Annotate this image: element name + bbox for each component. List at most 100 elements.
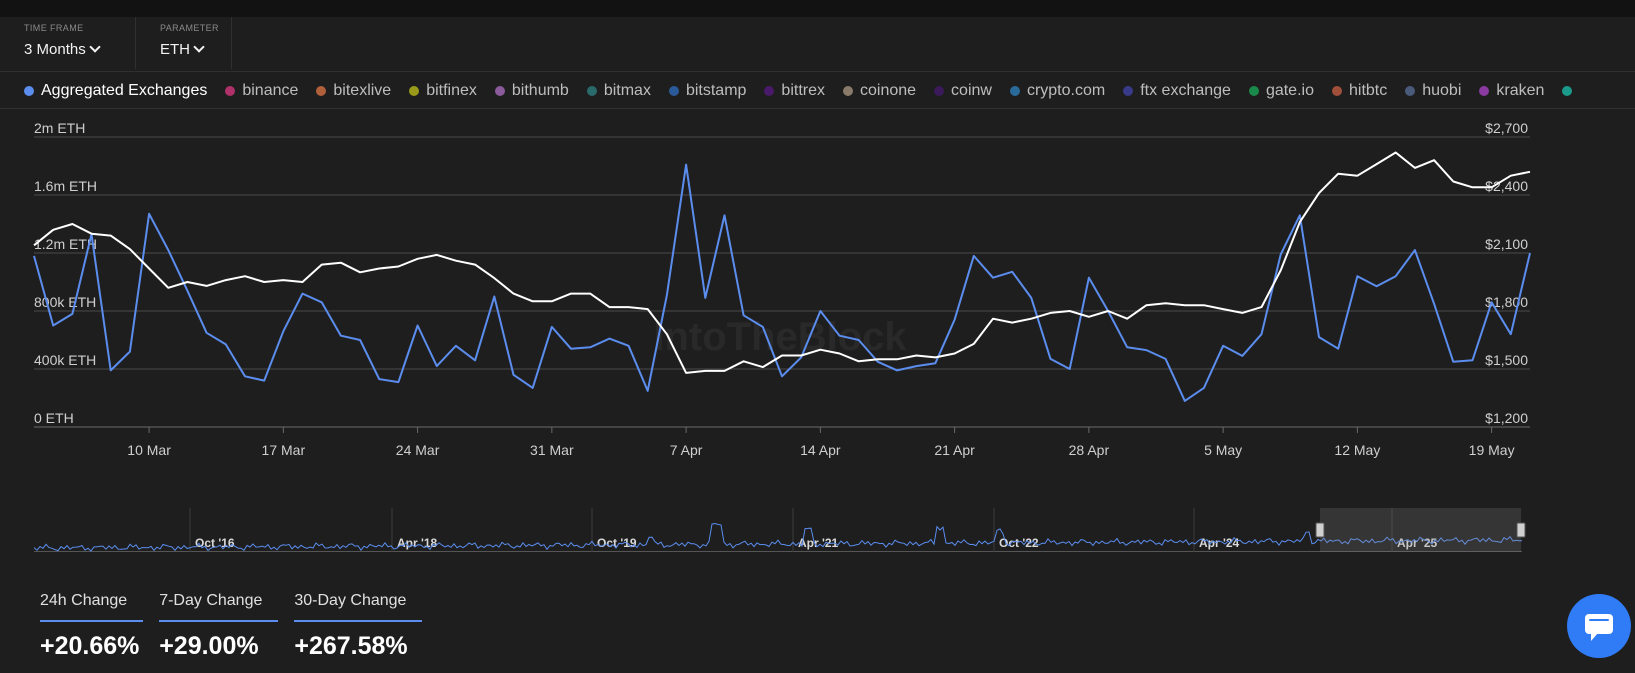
y-left-tick-label: 0 ETH	[34, 410, 74, 426]
legend-item[interactable]: bitexlive	[316, 82, 391, 100]
chat-button[interactable]	[1567, 594, 1631, 658]
legend-dot-icon	[1009, 86, 1020, 96]
parameter-dropdown[interactable]: PARAMETER ETH	[136, 17, 232, 69]
y-right-tick-label: $2,400	[1485, 178, 1528, 194]
stat-24h[interactable]: 24h Change +20.66%	[40, 592, 144, 661]
x-tick-label: 7 Apr	[670, 442, 703, 458]
legend-item[interactable]: hitbtc	[1331, 82, 1388, 100]
legend-label: bithumb	[511, 82, 569, 99]
legend-dot-icon	[1248, 86, 1259, 96]
legend-label: bitexlive	[333, 82, 392, 99]
y-left-tick-label: 2m ETH	[34, 120, 85, 136]
x-tick-label: 24 Mar	[396, 442, 440, 458]
y-left-tick-label: 800k ETH	[34, 294, 96, 310]
navigator-label: Apr '24	[1199, 536, 1240, 550]
legend-item[interactable]: bittrex	[764, 82, 825, 100]
navigator-label: Apr '18	[397, 536, 438, 550]
legend-dot-icon	[934, 86, 945, 96]
legend-item[interactable]: huobi	[1405, 82, 1461, 100]
navigator-left-handle[interactable]	[1315, 522, 1325, 538]
x-tick-label: 14 Apr	[800, 442, 841, 458]
parameter-label: PARAMETER	[160, 23, 219, 33]
legend-label: hitbtc	[1348, 82, 1388, 99]
legend-dot-icon	[409, 86, 420, 96]
x-tick-label: 28 Apr	[1069, 442, 1110, 458]
legend-item[interactable]: coinw	[934, 82, 992, 100]
legend-label: bitstamp	[685, 82, 747, 99]
x-tick-label: 10 Mar	[127, 442, 171, 458]
legend-label: coinw	[951, 82, 992, 99]
legend-item[interactable]: bitstamp	[668, 82, 747, 100]
navigator-label: Oct '19	[597, 536, 637, 550]
legend-dot-icon	[668, 86, 679, 96]
legend-dot-icon	[843, 86, 853, 96]
legend-item[interactable]	[1562, 82, 1579, 100]
chevron-down-icon	[193, 41, 205, 53]
legend-label: Aggregated Exchanges	[41, 82, 208, 99]
legend-dot-icon	[24, 86, 34, 96]
y-right-tick-label: $1,500	[1485, 352, 1528, 368]
navigator-label: Apr '21	[798, 536, 839, 550]
chat-bubble-icon	[1585, 614, 1613, 641]
legend-label: ftx exchange	[1140, 82, 1231, 99]
legend-dot-icon	[586, 86, 597, 96]
timeframe-dropdown[interactable]: TIME FRAME 3 Months	[0, 17, 136, 69]
top-bar	[0, 0, 1635, 17]
legend-item[interactable]: bitfinex	[409, 82, 477, 100]
y-right-tick-label: $2,700	[1485, 120, 1528, 136]
navigator-selection	[1320, 508, 1521, 552]
x-tick-label: 31 Mar	[530, 442, 574, 458]
stat-value: +29.00%	[159, 632, 259, 660]
controls-bar: TIME FRAME 3 Months PARAMETER ETH	[0, 17, 1635, 69]
x-tick-label: 5 May	[1204, 442, 1242, 458]
change-stats: 24h Change +20.66% 7-Day Change +29.00% …	[40, 592, 438, 661]
parameter-value: ETH	[160, 41, 190, 58]
navigator-chart[interactable]: Oct '16 Apr '18 Oct '19 Apr '21 Oct '22 Apr '…	[0, 508, 1635, 562]
timeframe-value: 3 Months	[24, 41, 86, 58]
stat-value: +267.58%	[294, 632, 408, 660]
legend-label: gate.io	[1265, 82, 1314, 99]
legend-dot-icon	[316, 86, 327, 96]
x-tick-label: 17 Mar	[262, 442, 306, 458]
legend-label: huobi	[1422, 82, 1462, 99]
series-line-aggregated-exchanges	[33, 163, 1531, 402]
legend-dot-icon	[1479, 86, 1490, 96]
legend-item[interactable]: kraken	[1479, 82, 1544, 100]
timeframe-label: TIME FRAME	[24, 23, 84, 33]
legend-item[interactable]: ftx exchange	[1123, 82, 1231, 100]
main-chart[interactable]: 0 ETH 400k ETH 800k ETH 1.2m ETH 1.6m ETH 2m …	[0, 110, 1635, 490]
legend-dot-icon	[1331, 86, 1342, 96]
legend-label: bitfinex	[426, 82, 477, 99]
legend-item[interactable]: crypto.com	[1009, 82, 1106, 100]
legend-dot-icon	[764, 86, 775, 96]
legend-dot-icon	[225, 86, 236, 96]
stat-value: +20.66%	[40, 632, 140, 660]
stat-label: 30-Day Change	[294, 592, 423, 622]
legend-items: Aggregated Exchanges binance bitexlive bitf…	[24, 82, 1597, 100]
legend-label: kraken	[1496, 82, 1545, 99]
legend-item[interactable]: coinone	[843, 82, 916, 100]
legend-label: bitmax	[603, 82, 651, 99]
legend-dot-icon	[1562, 86, 1573, 96]
stat-7d[interactable]: 7-Day Change +29.00%	[159, 592, 279, 661]
legend-dot-icon	[1123, 86, 1134, 96]
legend-item[interactable]: Aggregated Exchanges	[24, 82, 207, 100]
x-tick-label: 21 Apr	[934, 442, 975, 458]
legend-label: crypto.com	[1026, 82, 1106, 99]
legend-label: bittrex	[781, 82, 825, 99]
stat-30d[interactable]: 30-Day Change +267.58%	[294, 592, 423, 661]
stat-label: 24h Change	[40, 592, 144, 622]
navigator-right-handle[interactable]	[1516, 522, 1526, 538]
legend-item[interactable]: binance	[225, 82, 298, 100]
legend-item[interactable]: bitmax	[586, 82, 651, 100]
y-right-tick-label: $1,200	[1485, 410, 1528, 426]
legend-dot-icon	[1405, 86, 1416, 96]
y-left-tick-label: 1.6m ETH	[34, 178, 97, 194]
navigator-label: Oct '22	[999, 536, 1039, 550]
navigator-trace	[33, 522, 1523, 552]
y-left-tick-label: 1.2m ETH	[34, 236, 97, 252]
legend: Aggregated Exchanges binance bitexlive bitf…	[0, 71, 1635, 109]
y-right-tick-label: $2,100	[1485, 236, 1528, 252]
legend-item[interactable]: bithumb	[494, 82, 569, 100]
legend-item[interactable]: gate.io	[1248, 82, 1314, 100]
